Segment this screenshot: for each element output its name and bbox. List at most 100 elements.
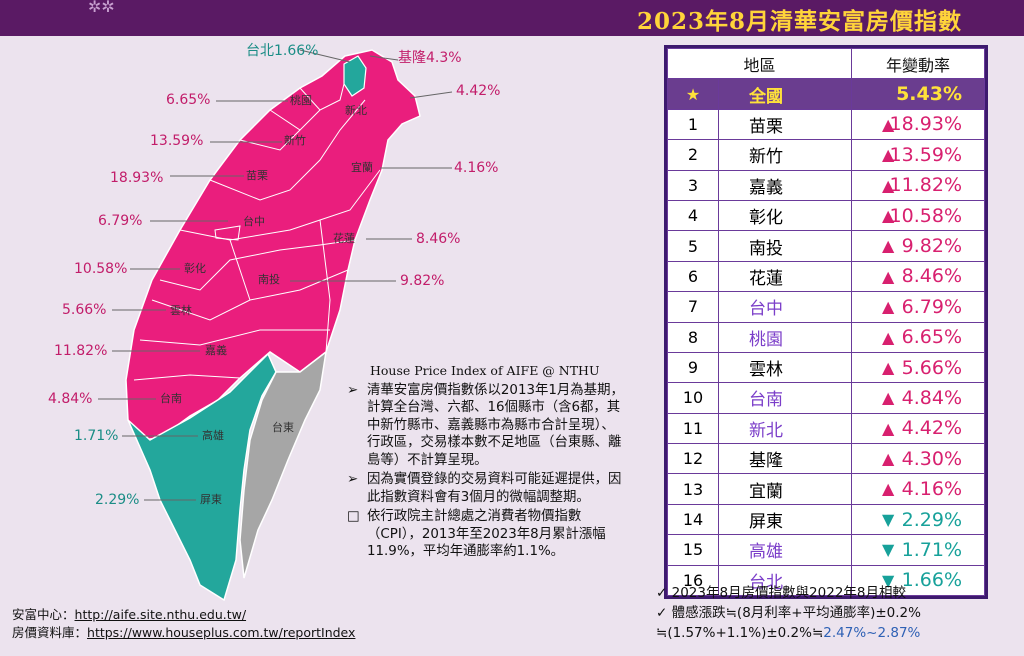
county-name-newtaipei: 新北: [345, 104, 367, 117]
rank-cell: 4: [667, 199, 719, 232]
table-row: 5 南投 ▲ 9.82%: [667, 230, 985, 262]
change-cell: ▼ 1.66%: [851, 564, 985, 597]
arrow-bullet-icon: ➢: [347, 382, 359, 398]
table-row: 11 新北 ▲ 4.42%: [667, 412, 985, 445]
change-value: 6.65%: [901, 326, 962, 349]
rank-cell: 12: [667, 443, 719, 475]
county-name-hualien: 花蓮: [333, 232, 355, 245]
hpi-item: □ 依行政院主計總處之消費者物價指數（CPI），2013年至2023年8月累計漲…: [337, 508, 627, 561]
up-triangle-icon: ▲: [882, 327, 895, 347]
rank-cell: 6: [667, 260, 719, 293]
logo-icon: ✲✲: [88, 0, 115, 16]
notes: ✓ 2023年8月房價指數與2022年8月相較 ✓ 體感漲跌≒(8月利率+平均通…: [656, 583, 921, 643]
region-name: 苗栗: [718, 108, 852, 141]
change-cell: ▲ 4.84%: [851, 382, 985, 414]
table-row: 2 新竹 ▲ 13.59%: [667, 139, 985, 171]
table-row: 7 台中 ▲ 6.79%: [667, 291, 985, 323]
up-triangle-icon: ▲: [882, 205, 895, 225]
rank-cell: 5: [667, 230, 719, 262]
up-triangle-icon: ▲: [882, 145, 895, 165]
region-name: 新竹: [718, 139, 852, 171]
source-label: 安富中心：: [12, 607, 75, 622]
map-label-yunlin: 5.66%: [62, 302, 107, 318]
change-cell: ▲ 4.42%: [851, 412, 985, 445]
change-value: 10.58%: [889, 204, 962, 227]
region-name: 雲林: [718, 351, 852, 384]
taiwan-map: [98, 49, 453, 602]
change-cell: ▲ 6.79%: [851, 291, 985, 323]
down-triangle-icon: ▼: [882, 540, 895, 560]
change-cell: ▲ 6.65%: [851, 321, 985, 353]
map-label-pingtung: 2.29%: [95, 492, 140, 508]
map-label-tainan: 4.84%: [48, 391, 93, 407]
rank-cell: 1: [667, 108, 719, 141]
source-info: 安富中心：http://aife.site.nthu.edu.tw/ 房價資料庫…: [12, 606, 355, 642]
header-bar: ✲✲ 2023年8月清華安富房價指數: [0, 0, 1024, 36]
table-row: 14 屏東 ▼ 2.29%: [667, 503, 985, 536]
map-region-south-teal: [127, 352, 277, 602]
up-triangle-icon: ▲: [882, 449, 895, 469]
ranking-table: 地區 年變動率 ★ 全國 5.43% 1 苗栗 ▲ 18.93% 2 新竹 ▲ 13.59% 3…: [664, 45, 988, 600]
region-name: 台北: [718, 564, 852, 597]
county-name-pingtung: 屏東: [200, 493, 222, 506]
down-triangle-icon: ▼: [882, 509, 895, 529]
map-label-miaoli: 18.93%: [110, 170, 164, 186]
change-value: 4.16%: [901, 478, 962, 501]
change-value: 9.82%: [901, 235, 962, 258]
rank-cell: 13: [667, 473, 719, 505]
hpi-description: House Price Index of AIFE @ NTHU ➢ 清華安富房…: [337, 362, 627, 563]
county-name-changhua: 彰化: [184, 262, 206, 275]
houseplus-link[interactable]: https://www.houseplus.com.tw/reportIndex: [87, 625, 356, 640]
up-triangle-icon: ▲: [882, 357, 895, 377]
change-value: 8.46%: [901, 265, 962, 288]
hpi-item: ➢ 清華安富房價指數係以2013年1月為基期，計算全台灣、六都、16個縣市（含6…: [337, 382, 627, 470]
rank-cell: 8: [667, 321, 719, 353]
square-bullet-icon: □: [347, 509, 360, 524]
up-triangle-icon: ▲: [882, 388, 895, 408]
change-cell: ▲ 5.66%: [851, 351, 985, 384]
change-cell: ▼ 2.29%: [851, 503, 985, 536]
table-row: 3 嘉義 ▲ 11.82%: [667, 169, 985, 201]
change-value: 13.59%: [889, 143, 962, 166]
table-row: 12 基隆 ▲ 4.30%: [667, 443, 985, 475]
map-label-newtaipei: 4.42%: [456, 83, 501, 99]
table-row: 6 花蓮 ▲ 8.46%: [667, 260, 985, 293]
rank-cell: 15: [667, 534, 719, 566]
note-line: 2023年8月房價指數與2022年8月相較: [671, 585, 907, 601]
region-name: 嘉義: [718, 169, 852, 201]
map-label-keelung: 基隆4.3%: [398, 50, 462, 66]
rank-cell: 7: [667, 291, 719, 323]
county-name-hsinchu: 新竹: [284, 134, 306, 147]
aife-link[interactable]: http://aife.site.nthu.edu.tw/: [74, 607, 247, 622]
change-cell: ▲ 4.16%: [851, 473, 985, 505]
check-icon: ✓: [656, 585, 668, 601]
table-row: 4 彰化 ▲ 10.58%: [667, 199, 985, 232]
map-label-hsinchu: 13.59%: [150, 133, 204, 149]
change-value: 4.30%: [901, 447, 962, 470]
table-row: 9 雲林 ▲ 5.66%: [667, 351, 985, 384]
map-label-taichung: 6.79%: [98, 213, 143, 229]
change-value: 4.42%: [901, 417, 962, 440]
region-name: 南投: [718, 230, 852, 262]
map-label-nantou: 9.82%: [400, 273, 445, 289]
rank-cell: 3: [667, 169, 719, 201]
region-name: 新北: [718, 412, 852, 445]
table-row: 13 宜蘭 ▲ 4.16%: [667, 473, 985, 505]
up-triangle-icon: ▲: [882, 297, 895, 317]
note-range: 2.47%~2.87%: [823, 625, 921, 641]
county-name-nantou: 南投: [258, 273, 280, 286]
map-label-kaohsiung: 1.71%: [74, 428, 119, 444]
rank-cell: 9: [667, 351, 719, 384]
map-label-changhua: 10.58%: [74, 261, 128, 277]
county-name-kaohsiung: 高雄: [202, 429, 224, 442]
county-name-yilan: 宜蘭: [351, 161, 373, 174]
up-triangle-icon: ▲: [882, 114, 895, 134]
county-name-tainan: 台南: [160, 392, 182, 405]
county-name-chiayi: 嘉義: [205, 344, 227, 357]
hpi-item: ➢ 因為實價登錄的交易資料可能延遲提供，因此指數資料會有3個月的微幅調整期。: [337, 471, 627, 506]
change-value: 1.71%: [901, 538, 962, 561]
region-name: 彰化: [718, 199, 852, 232]
map-label-taoyuan: 6.65%: [166, 92, 211, 108]
county-name-miaoli: 苗栗: [246, 169, 268, 182]
change-cell: ▲ 9.82%: [851, 230, 985, 262]
